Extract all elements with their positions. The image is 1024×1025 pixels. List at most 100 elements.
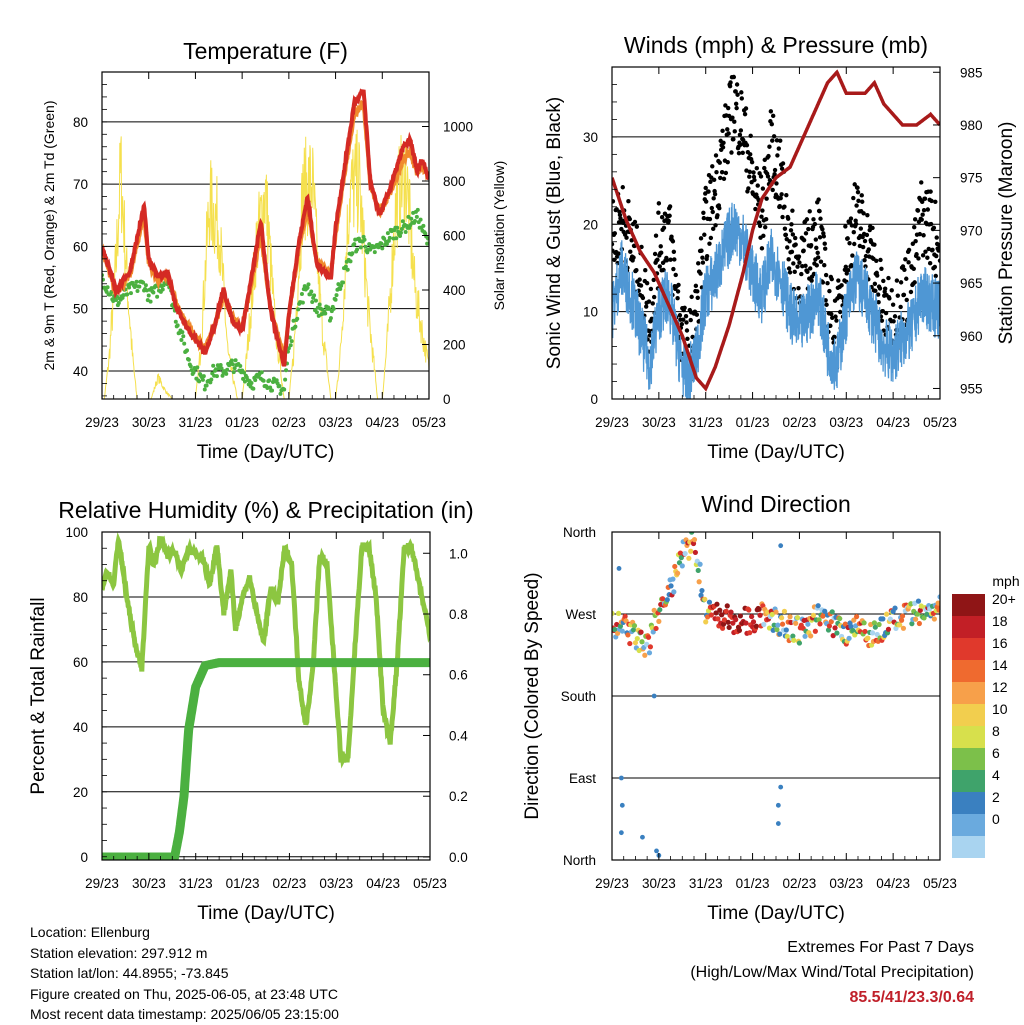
series-gust-point xyxy=(711,226,716,232)
direction-point xyxy=(917,607,923,613)
series-gust-point xyxy=(834,318,839,323)
series-gust-point xyxy=(744,142,750,148)
series-gust-point xyxy=(891,319,896,324)
series-gust-point xyxy=(754,166,759,171)
series-gust-point xyxy=(617,212,623,218)
series-td-point xyxy=(160,287,165,292)
location-text: Location: Ellenburg xyxy=(30,924,150,940)
x-axis-label: Time (Day/UTC) xyxy=(707,903,845,924)
series-gust-point xyxy=(851,229,856,235)
series-td-point xyxy=(283,377,288,382)
y-axis-label: Direction (Colored By Speed) xyxy=(522,572,543,819)
series-gust-point xyxy=(920,212,925,217)
direction-point xyxy=(766,625,773,631)
series-gust-point xyxy=(682,305,687,310)
series-td-point xyxy=(238,364,243,369)
colorbar-label: 10 xyxy=(992,701,1008,717)
y-tick-label: 40 xyxy=(73,720,88,735)
series-gust-point xyxy=(713,153,719,158)
series-td-point xyxy=(305,285,310,290)
series-td-point xyxy=(379,241,384,246)
series-gust-point xyxy=(855,185,860,190)
y-tick-label: 80 xyxy=(73,590,88,605)
x-tick-label: 31/23 xyxy=(179,876,213,891)
direction-point xyxy=(651,693,657,699)
series-gust-point xyxy=(739,96,744,101)
y2-tick-label: 0.4 xyxy=(449,728,468,743)
series-gust-point xyxy=(793,242,798,247)
series-gust-point xyxy=(761,233,766,238)
series-gust-point xyxy=(848,216,854,221)
series-gust-point xyxy=(824,302,829,307)
direction-point xyxy=(777,631,783,637)
series-gust-point xyxy=(847,220,853,225)
series-gust-point xyxy=(758,174,764,179)
series-td-point xyxy=(293,324,298,329)
y-tick-label: South xyxy=(561,689,596,704)
series-gust-point xyxy=(755,183,760,188)
series-gust-point xyxy=(726,131,731,136)
direction-point xyxy=(794,615,801,621)
direction-point xyxy=(865,635,871,641)
direction-point xyxy=(746,607,752,613)
series-gust-point xyxy=(689,294,694,300)
series-gust-point xyxy=(693,283,699,289)
direction-point xyxy=(688,548,694,554)
plot-area xyxy=(102,532,430,860)
series-gust-point xyxy=(851,195,856,201)
series-gust-point xyxy=(651,294,657,300)
series-gust-point xyxy=(904,276,909,281)
series-td-point xyxy=(295,316,300,321)
y2-tick-label: 0.8 xyxy=(449,607,468,622)
direction-point xyxy=(921,615,927,621)
direction-point xyxy=(851,617,857,623)
direction-point xyxy=(691,537,698,543)
direction-point xyxy=(778,784,784,790)
series-gust-point xyxy=(782,204,787,209)
series-gust-point xyxy=(666,218,671,224)
series-td-point xyxy=(127,285,132,290)
direction-point xyxy=(639,639,645,645)
series-gust-point xyxy=(872,281,878,287)
series-td-point xyxy=(225,367,230,372)
direction-point xyxy=(837,615,843,622)
colorbar-label: 6 xyxy=(992,745,1000,761)
series-td-point xyxy=(114,297,119,302)
series-td-point xyxy=(414,214,419,219)
direction-point xyxy=(660,596,666,602)
x-tick-label: 04/23 xyxy=(876,876,910,891)
direction-point xyxy=(848,623,854,630)
direction-point xyxy=(853,614,860,620)
series-gust-point xyxy=(823,272,829,278)
series-gust-point xyxy=(759,246,765,251)
series-gust-point xyxy=(727,83,733,89)
colorbar-swatch xyxy=(952,594,985,616)
series-gust-point xyxy=(925,255,930,260)
series-td-point xyxy=(211,363,216,368)
series-td-point xyxy=(380,246,385,251)
direction-point xyxy=(876,621,882,628)
series-td-point xyxy=(309,289,314,294)
series-gust-point xyxy=(916,256,921,261)
series-gust-point xyxy=(777,203,782,209)
direction-point xyxy=(653,625,659,632)
series-gust-point xyxy=(937,242,940,248)
latlon-text: Station lat/lon: 44.8955; -73.845 xyxy=(30,965,229,981)
series-gust-point xyxy=(917,231,923,237)
direction-point xyxy=(706,599,713,605)
y2-tick-label: 800 xyxy=(443,174,466,189)
series-td-point xyxy=(175,323,180,328)
direction-point xyxy=(775,622,781,628)
series-td-point xyxy=(355,247,360,252)
series-gust-point xyxy=(772,167,778,173)
series-gust-point xyxy=(839,283,844,288)
series-gust-point xyxy=(708,179,713,185)
series-gust-point xyxy=(748,152,753,157)
series-td-point xyxy=(350,251,355,256)
direction-point xyxy=(647,644,654,650)
series-gust-point xyxy=(644,280,650,286)
series-gust-point xyxy=(913,238,918,244)
series-gust-point xyxy=(908,289,914,295)
x-tick-label: 29/23 xyxy=(595,415,629,430)
